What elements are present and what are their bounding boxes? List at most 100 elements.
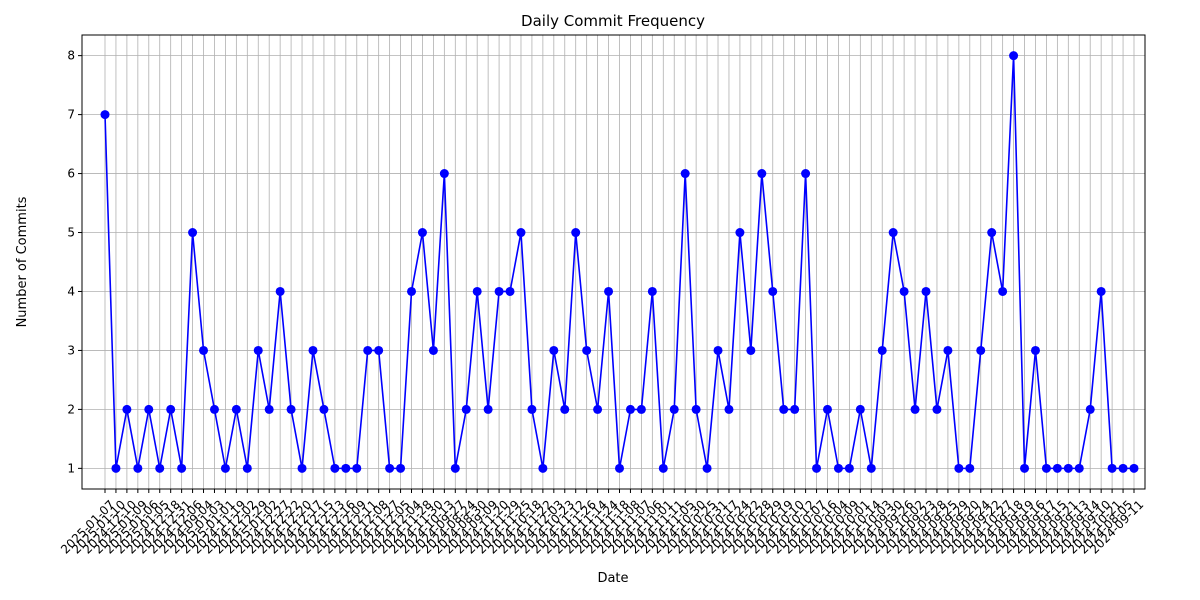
marker (155, 463, 165, 473)
marker (1063, 463, 1073, 473)
marker (428, 345, 438, 355)
marker (417, 228, 427, 238)
marker (275, 286, 285, 296)
marker (866, 463, 876, 473)
marker (144, 404, 154, 414)
marker (615, 463, 624, 473)
marker (658, 463, 668, 473)
marker (242, 463, 252, 473)
marker (199, 345, 209, 355)
marker (910, 404, 920, 414)
marker (965, 463, 975, 473)
marker (801, 169, 811, 179)
marker (943, 345, 953, 355)
marker (669, 404, 679, 414)
marker (899, 286, 909, 296)
marker (987, 228, 997, 238)
marker (1118, 463, 1128, 473)
marker (724, 404, 734, 414)
marker (921, 286, 931, 296)
marker (505, 286, 515, 296)
marker (231, 404, 241, 414)
marker (779, 404, 789, 414)
marker (516, 228, 526, 238)
marker (1129, 463, 1139, 473)
marker (374, 345, 384, 355)
marker (998, 286, 1008, 296)
marker (757, 169, 767, 179)
marker (352, 463, 362, 473)
marker (472, 286, 482, 296)
marker (812, 463, 822, 473)
y-tick-label: 4 (67, 284, 75, 298)
marker (822, 404, 832, 414)
marker (844, 463, 854, 473)
marker (680, 169, 690, 179)
y-tick-label: 3 (67, 343, 75, 357)
marker (396, 463, 406, 473)
marker (976, 345, 986, 355)
marker (133, 463, 143, 473)
marker (439, 169, 449, 179)
marker (1030, 345, 1040, 355)
marker (1041, 463, 1051, 473)
marker (1020, 463, 1030, 473)
marker (177, 463, 187, 473)
marker (363, 345, 373, 355)
marker (330, 463, 340, 473)
marker (111, 463, 121, 473)
marker (888, 228, 898, 238)
marker (593, 404, 603, 414)
marker (1052, 463, 1062, 473)
marker (560, 404, 570, 414)
marker (833, 463, 843, 473)
marker (702, 463, 712, 473)
marker (308, 345, 318, 355)
y-tick-label: 2 (67, 402, 75, 416)
marker (625, 404, 635, 414)
marker (483, 404, 493, 414)
marker (166, 404, 176, 414)
marker (735, 228, 745, 238)
marker (1096, 286, 1106, 296)
marker (461, 404, 471, 414)
marker (122, 404, 132, 414)
marker (100, 110, 110, 120)
y-tick-label: 7 (67, 108, 75, 122)
marker (571, 228, 581, 238)
marker (932, 404, 942, 414)
marker (286, 404, 296, 414)
marker (647, 286, 657, 296)
marker (1074, 463, 1084, 473)
marker (954, 463, 964, 473)
marker (549, 345, 559, 355)
marker (341, 463, 351, 473)
marker (407, 286, 417, 296)
marker (1085, 404, 1095, 414)
y-tick-label: 6 (67, 167, 75, 181)
y-axis-label: Number of Commits (15, 196, 30, 327)
marker (604, 286, 614, 296)
marker (713, 345, 723, 355)
marker (790, 404, 800, 414)
marker (1107, 463, 1117, 473)
marker (264, 404, 274, 414)
chart-title: Daily Commit Frequency (521, 12, 705, 30)
marker (877, 345, 887, 355)
y-tick-label: 1 (67, 461, 75, 475)
marker (253, 345, 263, 355)
marker (768, 286, 778, 296)
marker (220, 463, 230, 473)
y-tick-label: 8 (67, 49, 75, 63)
marker (385, 463, 395, 473)
marker (636, 404, 646, 414)
marker (188, 228, 198, 238)
marker (582, 345, 592, 355)
marker (855, 404, 865, 414)
marker (297, 463, 307, 473)
marker (209, 404, 219, 414)
marker (746, 345, 756, 355)
marker (538, 463, 548, 473)
marker (450, 463, 460, 473)
